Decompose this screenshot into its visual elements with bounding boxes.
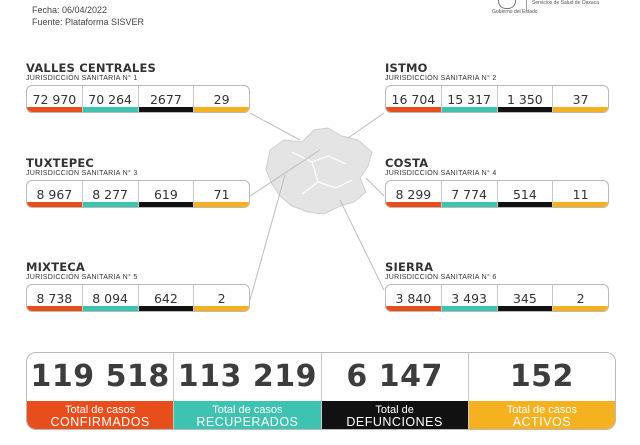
region-subtitle: JURISDICCIÓN SANITARIA N° 6 [385, 274, 497, 281]
confirmed-value: 8 738 [27, 285, 83, 311]
confirmed-value: 3 840 [386, 285, 442, 311]
region-mixteca: MIXTECA JURISDICCIÓN SANITARIA N° 5 8 73… [26, 261, 250, 312]
totals-panel: 119 518 Total de casos CONFIRMADOS 113 21… [26, 352, 616, 430]
region-subtitle: JURISDICCIÓN SANITARIA N° 1 [26, 75, 138, 82]
map-shape [265, 127, 373, 215]
region-name: SIERRA [385, 260, 434, 274]
region-stats: 16 704 15 317 1 350 37 [385, 85, 609, 113]
region-name: VALLES CENTRALES [26, 61, 157, 75]
report-header: Fecha: 06/04/2022 Fuente: Plataforma SIS… [32, 4, 144, 28]
deaths-value: 514 [497, 181, 554, 207]
total-confirmed: 119 518 Total de casos CONFIRMADOS [27, 353, 175, 429]
active-value: 11 [553, 181, 608, 207]
active-value: 2 [194, 285, 249, 311]
region-name: ISTMO [385, 61, 428, 75]
recovered-value: 3 493 [441, 285, 498, 311]
confirmed-value: 16 704 [386, 86, 442, 112]
total-label: Total de DEFUNCIONES [321, 401, 468, 429]
region-subtitle: JURISDICCIÓN SANITARIA N° 2 [385, 75, 497, 82]
region-subtitle: JURISDICCIÓN SANITARIA N° 4 [385, 170, 497, 177]
date-text: Fecha: 06/04/2022 [32, 5, 108, 15]
region-sierra: SIERRA JURISDICCIÓN SANITARIA N° 6 3 840… [385, 261, 609, 312]
recovered-value: 70 264 [82, 86, 139, 112]
logo-right-text: Servicios de Salud de Oaxaca [532, 0, 599, 6]
region-costa: COSTA JURISDICCIÓN SANITARIA N° 4 8 299 … [385, 157, 609, 208]
deaths-value: 642 [138, 285, 195, 311]
map-borders [291, 151, 353, 195]
active-value: 71 [194, 181, 249, 207]
total-label: Total de casos CONFIRMADOS [27, 401, 174, 429]
deaths-value: 1 350 [497, 86, 554, 112]
source-text: Fuente: Plataforma SISVER [32, 17, 145, 27]
total-active: 152 Total de casos ACTIVOS [468, 353, 615, 429]
recovered-value: 8 277 [82, 181, 139, 207]
region-name: MIXTECA [26, 260, 86, 274]
oaxaca-map [265, 127, 373, 215]
deaths-value: 619 [138, 181, 195, 207]
total-label: Total de casos ACTIVOS [468, 401, 615, 429]
deaths-value: 345 [497, 285, 554, 311]
recovered-value: 7 774 [441, 181, 498, 207]
total-label: Total de casos RECUPERADOS [174, 401, 321, 429]
region-stats: 72 970 70 264 2677 29 [26, 85, 250, 113]
region-subtitle: JURISDICCIÓN SANITARIA N° 5 [26, 274, 138, 281]
deaths-value: 2677 [138, 86, 195, 112]
confirmed-value: 8 967 [27, 181, 83, 207]
region-stats: 3 840 3 493 345 2 [385, 284, 609, 312]
recovered-value: 15 317 [441, 86, 498, 112]
active-value: 2 [553, 285, 608, 311]
logo-divider [526, 0, 527, 12]
region-tuxtepec: TUXTEPEC JURISDICCIÓN SANITARIA N° 3 8 9… [26, 157, 250, 208]
confirmed-value: 72 970 [27, 86, 83, 112]
total-value: 119 518 [30, 359, 170, 394]
region-subtitle: JURISDICCIÓN SANITARIA N° 3 [26, 170, 138, 177]
total-deaths: 6 147 Total de DEFUNCIONES [321, 353, 469, 429]
region-name: COSTA [385, 156, 429, 170]
region-valles-centrales: VALLES CENTRALES JURISDICCIÓN SANITARIA … [26, 62, 250, 113]
active-value: 37 [553, 86, 608, 112]
total-value: 6 147 [346, 359, 443, 394]
region-istmo: ISTMO JURISDICCIÓN SANITARIA N° 2 16 704… [385, 62, 609, 113]
confirmed-value: 8 299 [386, 181, 442, 207]
total-value: 152 [509, 359, 574, 394]
region-stats: 8 299 7 774 514 11 [385, 180, 609, 208]
region-stats: 8 738 8 094 642 2 [26, 284, 250, 312]
region-name: TUXTEPEC [26, 156, 95, 170]
recovered-value: 8 094 [82, 285, 139, 311]
logo-left-text: Gobierno del Estado [492, 9, 538, 15]
government-logo: Gobierno del Estado Servicios de Salud d… [488, 0, 618, 16]
active-value: 29 [194, 86, 249, 112]
region-stats: 8 967 8 277 619 71 [26, 180, 250, 208]
total-value: 113 219 [177, 359, 317, 394]
total-recovered: 113 219 Total de casos RECUPERADOS [174, 353, 322, 429]
